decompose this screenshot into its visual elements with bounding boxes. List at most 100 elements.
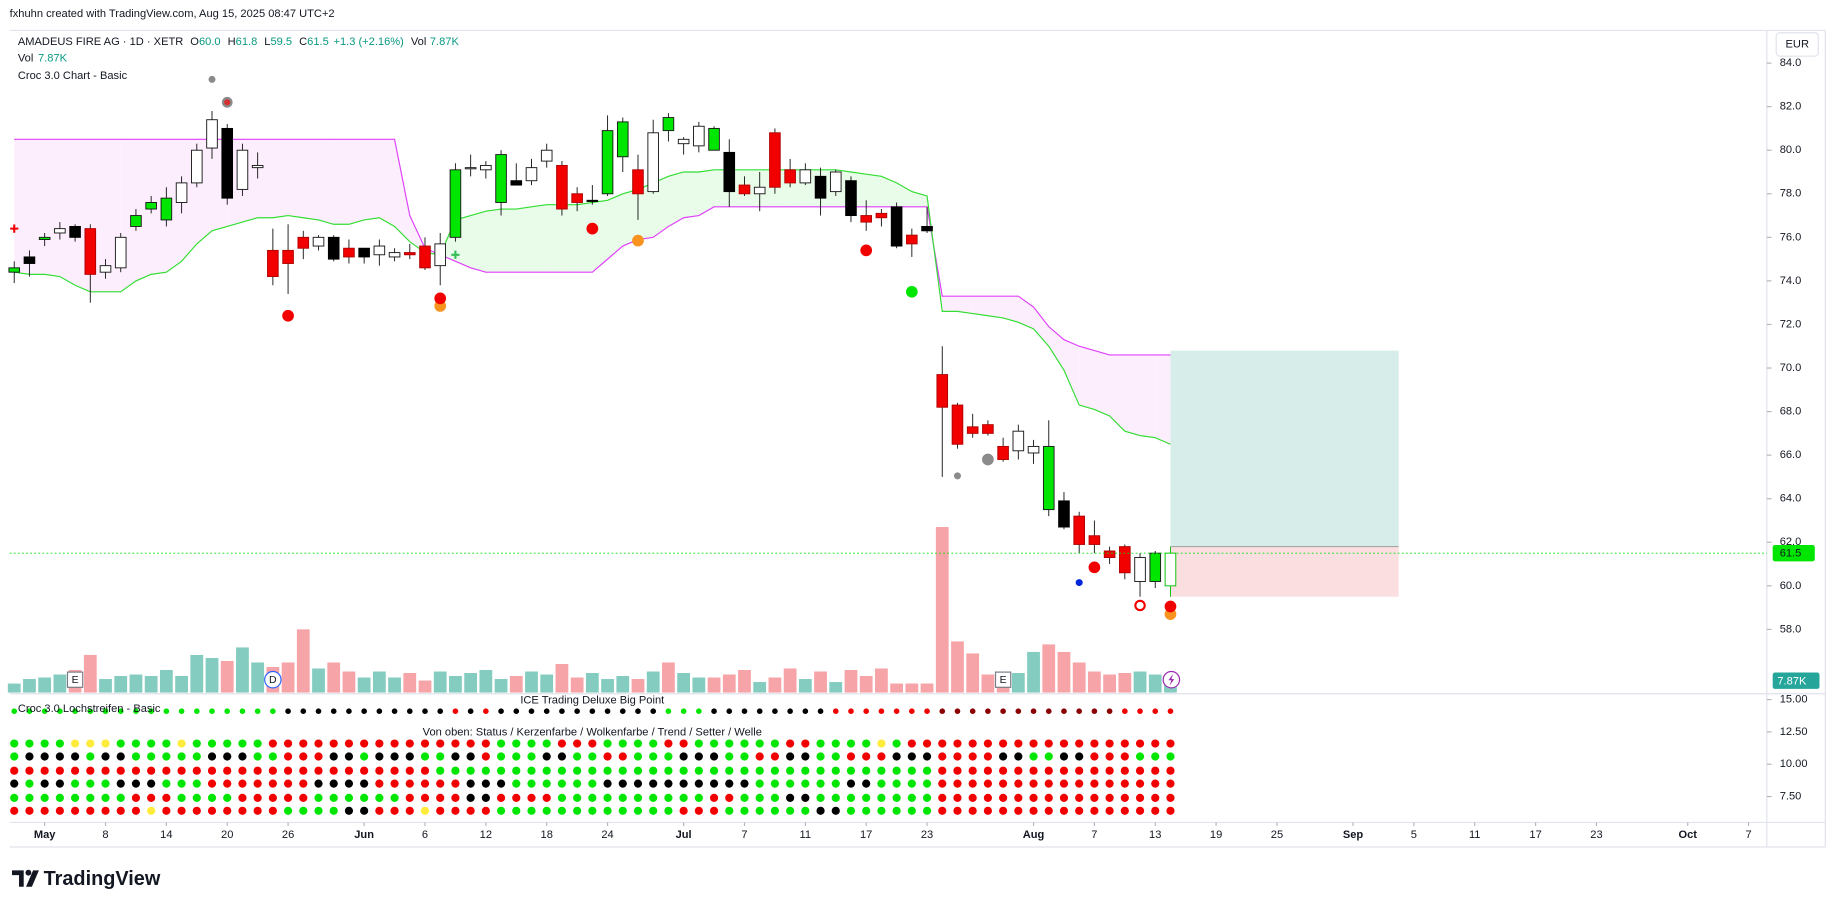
status-dot (315, 708, 322, 715)
candle-body (464, 167, 477, 170)
candle-body (145, 202, 157, 210)
status-dot (573, 793, 582, 802)
status-dot (633, 752, 643, 761)
candle-layer (8, 111, 1177, 597)
status-dot (207, 793, 217, 802)
status-dot (922, 739, 932, 748)
status-dot (1151, 793, 1160, 802)
status-dot (618, 752, 627, 761)
candle-body (784, 169, 796, 184)
candle-body (890, 206, 903, 247)
status-dot (209, 708, 215, 715)
status-dot (162, 806, 171, 815)
status-dot (1105, 806, 1114, 815)
cloud-fill (622, 189, 638, 247)
pane-label: Croc 3.0 Lochstreifen - Basic (18, 703, 161, 715)
status-dot (437, 708, 444, 715)
candle-body (434, 243, 447, 267)
status-dot (725, 752, 734, 761)
status-dot (390, 779, 399, 788)
status-dot (664, 752, 673, 761)
status-dot (481, 739, 490, 748)
status-dot (1029, 793, 1038, 802)
alert-badge[interactable] (1162, 670, 1181, 689)
candle-body (1134, 557, 1146, 582)
candle-body (1073, 515, 1085, 545)
status-dot (40, 766, 49, 775)
status-dot (907, 806, 916, 815)
status-dot (557, 793, 567, 802)
status-dot (877, 793, 886, 802)
status-dot (1166, 752, 1175, 761)
status-dot (968, 739, 977, 748)
status-dot (452, 708, 459, 715)
status-dot (1105, 779, 1114, 788)
ohlc-value: 61.5 (307, 36, 329, 48)
status-dot (55, 766, 64, 775)
status-dot (603, 806, 612, 815)
status-dot (862, 739, 871, 748)
candle-body (799, 169, 812, 184)
status-dot (376, 708, 383, 715)
signal-dot (632, 234, 644, 247)
status-dot (816, 752, 825, 761)
status-dot (1135, 806, 1145, 815)
ohlc-key: H (228, 36, 236, 48)
candle-body (906, 234, 918, 245)
status-dot (314, 739, 323, 748)
candle-body (951, 404, 964, 445)
status-dot (70, 752, 80, 761)
candle-body (221, 127, 234, 199)
signal-dot (860, 244, 873, 257)
status-dot (344, 793, 354, 802)
event-badge (264, 670, 282, 689)
status-dot (786, 752, 795, 761)
candle-body (38, 236, 51, 240)
status-dot (649, 806, 658, 815)
status-dot (1152, 708, 1159, 715)
y-tick-label: 70.0 (1780, 362, 1802, 374)
candle-body (327, 236, 340, 260)
status-dot (1135, 752, 1145, 761)
volume-bar (372, 671, 386, 693)
volume-bar (829, 682, 843, 693)
lower-pane: Croc 3.0 Lochstreifen - Basic ICE Trading… (10, 695, 1175, 815)
status-dot (496, 739, 506, 748)
y-tick-label: 12.50 (1780, 726, 1808, 738)
status-dot (892, 806, 901, 815)
status-dot (542, 752, 551, 761)
cloud-fill (333, 139, 349, 225)
status-dot (1090, 793, 1099, 802)
status-dot (938, 779, 947, 788)
status-dot (512, 806, 521, 815)
currency[interactable]: EUR (1786, 38, 1809, 50)
status-dot (786, 779, 795, 788)
status-dot (101, 766, 110, 775)
currency-box[interactable] (1775, 32, 1819, 57)
status-dot (1167, 708, 1174, 715)
x-tick-label: 7 (741, 829, 747, 841)
cloud-fill (668, 171, 684, 227)
status-dot (907, 779, 916, 788)
volume-bar (540, 674, 554, 693)
status-dot (772, 708, 778, 715)
status-dot (527, 752, 536, 761)
candle-body (251, 164, 264, 169)
status-dot (253, 806, 262, 815)
status-dot (543, 708, 550, 715)
status-dot (314, 806, 323, 815)
candle-body (99, 265, 112, 273)
status-dot (694, 779, 703, 788)
candle-body (510, 180, 523, 186)
signal-cross (10, 224, 19, 233)
status-dot (1090, 752, 1099, 761)
candle-body (388, 252, 401, 258)
status-dot (192, 779, 201, 788)
status-dot (70, 766, 80, 775)
status-dot (207, 752, 217, 761)
y-tick-label: 72.0 (1780, 318, 1802, 330)
cloud-fill (637, 182, 654, 240)
cloud-fill (1048, 326, 1064, 371)
status-dot (1135, 739, 1145, 748)
status-dot (40, 806, 49, 815)
